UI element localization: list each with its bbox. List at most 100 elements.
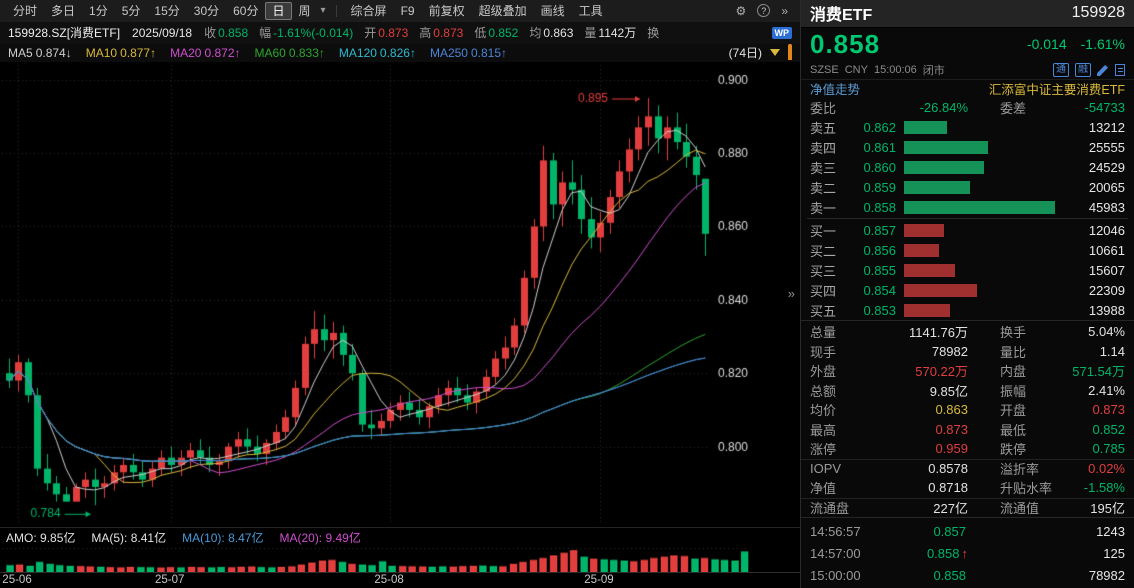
period-tab[interactable]: 日 bbox=[265, 1, 292, 20]
x-axis-labels: 25-06 25-07 25-08 25-09 bbox=[0, 573, 800, 588]
period-tab[interactable]: 周 bbox=[298, 3, 311, 18]
weibi-label: 委比 bbox=[810, 100, 837, 116]
quote-panel: 消费ETF 159928 0.858 -0.014 -1.61% SZSE CN… bbox=[800, 0, 1134, 588]
menubar-divider bbox=[335, 4, 337, 17]
tick-row: 14:57:00 0.858 ↑ 125 bbox=[810, 545, 1125, 561]
stat-row: 均价 0.863 开盘 0.873 bbox=[810, 402, 1125, 419]
ask-row[interactable]: 卖五 0.862 13212 bbox=[810, 119, 1125, 136]
bid-row[interactable]: 买二 0.856 10661 bbox=[810, 242, 1125, 259]
time-sales-list: 14:56:57 0.857 1243 14:57:00 0.858 ↑ 125 … bbox=[801, 517, 1134, 588]
ma-value: MA120 0.826↑ bbox=[338, 45, 416, 60]
tool-menu-item[interactable]: 超级叠加 bbox=[478, 3, 527, 18]
bid-depth-bar bbox=[904, 243, 940, 257]
candle-count-label: (74日) bbox=[728, 46, 762, 61]
weibi-value: -26.84% bbox=[919, 99, 968, 115]
gear-icon[interactable]: ⚙ bbox=[735, 3, 747, 18]
order-book-asks: 卖五 0.862 13212 卖四 0.861 25555 卖三 0.860 bbox=[801, 117, 1134, 217]
ask-row[interactable]: 卖四 0.861 25555 bbox=[810, 139, 1125, 156]
help-icon[interactable]: ? bbox=[757, 4, 771, 18]
book-divider bbox=[807, 218, 1128, 219]
collapse-indicator-icon[interactable] bbox=[770, 49, 780, 57]
quote-field: 低 0.852 bbox=[474, 26, 519, 41]
menubar: 分时 多日 1分 5分 15分 30分 60分日周 ▾ 综合屏 F9 前复权 超级叠加 画线 工具 ⚙… bbox=[0, 0, 800, 22]
stat-row: 现手 78982 量比 1.14 bbox=[810, 343, 1125, 360]
stat-row: 最高 0.873 最低 0.852 bbox=[810, 421, 1125, 438]
margin-badge[interactable]: 通 bbox=[1053, 62, 1069, 77]
last-price: 0.858 bbox=[810, 28, 881, 59]
x-axis-label: 25-08 bbox=[374, 574, 404, 587]
x-axis-label: 25-09 bbox=[584, 574, 614, 587]
market-status: 闭市 bbox=[922, 64, 945, 77]
stat-row: 总量 1141.76万 换手 5.04% bbox=[810, 324, 1125, 341]
ask-row[interactable]: 卖二 0.859 20065 bbox=[810, 179, 1125, 196]
quote-field: 收 0.858 bbox=[204, 26, 249, 41]
period-tab[interactable]: 1分 bbox=[89, 3, 108, 18]
price-change: -0.014 bbox=[1026, 36, 1067, 53]
period-tab[interactable]: 15分 bbox=[154, 3, 180, 18]
tick-row: 14:56:57 0.857 1243 bbox=[810, 523, 1125, 539]
tick-direction-icon: ↑ bbox=[961, 545, 969, 561]
edit-icon[interactable] bbox=[1097, 64, 1109, 76]
x-axis-label: 25-07 bbox=[154, 574, 185, 587]
fund-nav-row: 净值走势 汇添富中证主要消费ETF bbox=[801, 78, 1134, 98]
stats-grid: 总量 1141.76万 换手 5.04% 现手 78982 量比 1.14 外盘 570.… bbox=[801, 320, 1134, 517]
ask-depth-bar bbox=[904, 180, 970, 194]
wp-badge-icon[interactable]: WP bbox=[771, 26, 792, 39]
bid-depth-bar bbox=[904, 303, 950, 317]
amo-indicator-bar: AMO: 9.85亿 MA(5): 8.41亿 MA(10): 8.47亿 MA(20… bbox=[0, 526, 800, 547]
period-tab[interactable]: 分时 bbox=[13, 3, 38, 18]
ask-depth-bar bbox=[904, 140, 988, 154]
bid-depth-bar bbox=[904, 283, 978, 297]
tool-menu-item[interactable]: 前复权 bbox=[428, 3, 465, 18]
weicha-label: 委差 bbox=[1000, 100, 1027, 116]
bid-row[interactable]: 买五 0.853 13988 bbox=[810, 302, 1125, 319]
tool-menu-item[interactable]: 综合屏 bbox=[350, 3, 387, 18]
symbol-label: 159928.SZ[消费ETF] bbox=[8, 26, 121, 41]
tool-menu: 综合屏 F9 前复权 超级叠加 画线 工具 bbox=[344, 3, 610, 19]
stat-row: 净值 0.8718 升贴水率 -1.58% bbox=[810, 480, 1125, 497]
fund-name-link[interactable]: 汇添富中证主要消费ETF bbox=[988, 83, 1125, 98]
ma-indicator-bar: MA5 0.874↓ MA10 0.877↑ MA20 0.872↑ MA60 0.833↑ M… bbox=[0, 43, 800, 62]
ma-value: MA20 0.872↑ bbox=[170, 45, 241, 60]
quote-field: 换 bbox=[647, 26, 660, 41]
bid-row[interactable]: 买三 0.855 15607 bbox=[810, 262, 1125, 279]
collapse-panel-handle[interactable]: » bbox=[787, 286, 795, 301]
period-tab[interactable]: 60分 bbox=[233, 3, 259, 18]
tool-menu-item[interactable]: 工具 bbox=[578, 3, 603, 18]
ma-value: MA250 0.815↑ bbox=[429, 45, 508, 60]
tool-menu-item[interactable]: F9 bbox=[400, 3, 415, 18]
tick-row: 15:00:00 0.858 78982 bbox=[810, 567, 1125, 583]
volume-chart-canvas[interactable] bbox=[0, 546, 800, 574]
period-tab[interactable]: 5分 bbox=[121, 3, 141, 18]
stat-row: 总额 9.85亿 振幅 2.41% bbox=[810, 382, 1125, 399]
more-menu-icon[interactable]: » bbox=[781, 3, 788, 18]
bid-depth-bar bbox=[904, 223, 944, 237]
news-icon[interactable] bbox=[1115, 63, 1125, 76]
ma-value: MA5 0.874↓ bbox=[8, 45, 72, 60]
lock-icon[interactable] bbox=[788, 43, 792, 60]
quote-field: 量 1142万 bbox=[584, 26, 637, 41]
ask-row[interactable]: 卖三 0.860 24529 bbox=[810, 159, 1125, 176]
ask-depth-bar bbox=[904, 120, 948, 134]
currency-label: CNY bbox=[844, 63, 868, 76]
bid-depth-bar bbox=[904, 263, 956, 277]
bid-row[interactable]: 买一 0.857 12046 bbox=[810, 222, 1125, 239]
ma-value: MA10 0.877↑ bbox=[85, 45, 157, 60]
period-tab[interactable]: 30分 bbox=[193, 3, 220, 18]
ask-depth-bar bbox=[904, 200, 1055, 214]
trade-date: 2025/09/18 bbox=[132, 25, 193, 40]
ask-row[interactable]: 卖一 0.858 45983 bbox=[810, 199, 1125, 216]
x-axis-label: 25-06 bbox=[2, 574, 32, 587]
quote-field: 开 0.873 bbox=[364, 26, 409, 41]
short-badge[interactable]: 融 bbox=[1075, 62, 1091, 77]
price-chart-canvas[interactable] bbox=[0, 61, 758, 527]
ma-value: MA60 0.833↑ bbox=[254, 45, 325, 60]
bid-row[interactable]: 买四 0.854 22309 bbox=[810, 282, 1125, 299]
chevron-down-icon[interactable]: ▾ bbox=[320, 5, 326, 17]
exchange-label: SZSE bbox=[810, 63, 839, 76]
weicha-value: -54733 bbox=[1084, 99, 1125, 115]
tool-menu-item[interactable]: 画线 bbox=[540, 3, 565, 18]
nav-trend-link[interactable]: 净值走势 bbox=[810, 83, 861, 98]
period-tab[interactable]: 多日 bbox=[51, 3, 76, 18]
candlestick-chart bbox=[0, 61, 800, 527]
